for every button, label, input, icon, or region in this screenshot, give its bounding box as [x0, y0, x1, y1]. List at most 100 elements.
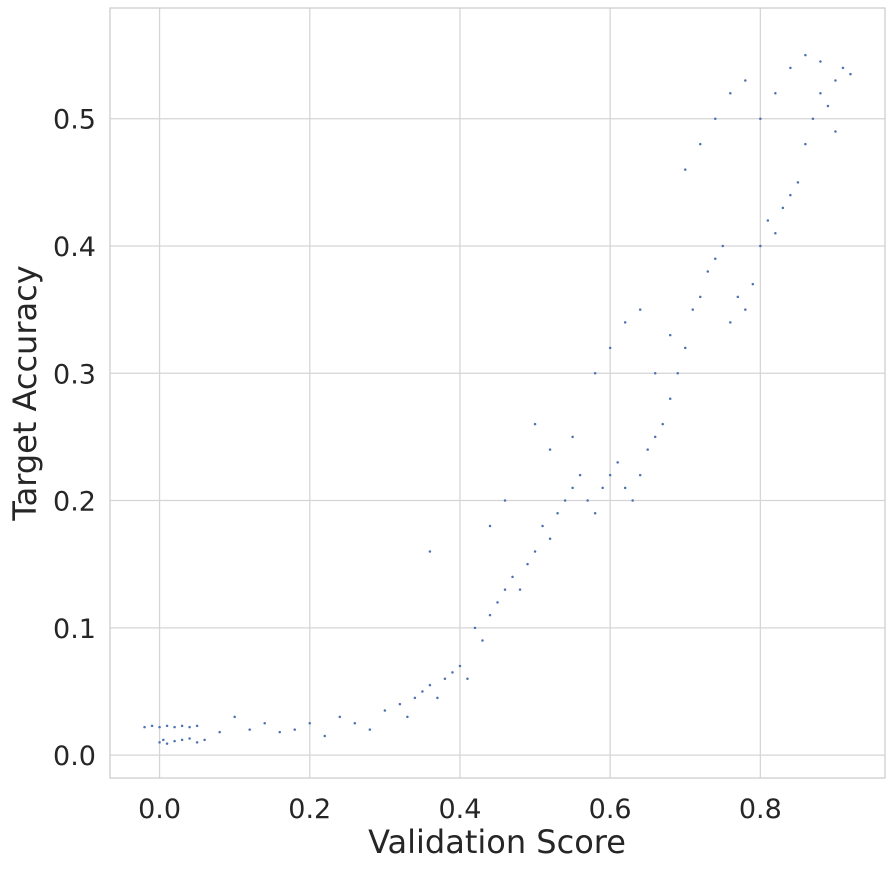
data-point — [413, 696, 417, 700]
data-point — [796, 181, 800, 184]
data-point — [646, 448, 649, 451]
data-point — [736, 295, 740, 299]
x-tick-label: 0.8 — [739, 794, 782, 825]
data-point — [436, 696, 439, 700]
data-point — [541, 524, 544, 528]
data-point — [263, 722, 266, 725]
data-point — [676, 372, 679, 375]
x-tick-label: 0.2 — [288, 794, 331, 825]
data-point — [744, 79, 747, 82]
data-point — [849, 72, 852, 76]
data-point — [593, 512, 597, 515]
data-point — [398, 702, 402, 706]
data-point — [233, 715, 236, 719]
data-point — [158, 741, 161, 744]
data-point — [691, 308, 694, 311]
data-point — [338, 715, 342, 719]
plot-frame — [109, 7, 886, 779]
data-point — [173, 739, 176, 743]
data-point — [165, 724, 169, 728]
data-point — [706, 270, 710, 273]
data-point — [819, 60, 822, 63]
y-tick-label: 0.3 — [53, 359, 96, 390]
data-point — [195, 741, 199, 744]
data-point — [759, 117, 762, 120]
y-tick-labels: 0.0 0.1 0.2 0.3 0.4 0.5 — [53, 105, 96, 772]
data-point — [466, 677, 469, 680]
data-point — [526, 562, 529, 566]
data-point — [421, 690, 424, 693]
data-point — [653, 435, 657, 439]
data-point — [616, 461, 619, 464]
data-point — [278, 730, 281, 734]
data-point — [188, 725, 191, 729]
x-tick-label: 0.4 — [438, 794, 481, 825]
data-point — [744, 308, 747, 311]
data-point — [653, 372, 657, 375]
data-point — [533, 422, 537, 426]
x-tick-label: 0.0 — [138, 794, 181, 825]
data-point — [578, 473, 582, 477]
grid-lines — [110, 8, 885, 778]
data-point — [428, 550, 432, 553]
data-point — [180, 724, 184, 728]
data-point — [623, 321, 627, 324]
data-point — [158, 725, 161, 729]
data-point — [165, 742, 169, 745]
data-point — [150, 724, 154, 728]
data-point — [248, 728, 251, 731]
data-point — [804, 142, 807, 146]
data-point — [811, 117, 815, 120]
data-point — [668, 333, 672, 337]
data-point — [503, 588, 507, 591]
data-point — [841, 66, 845, 70]
data-point — [173, 725, 176, 729]
y-tick-label: 0.4 — [53, 232, 96, 263]
x-tick-label: 0.6 — [589, 794, 632, 825]
data-point — [751, 282, 755, 286]
data-point — [383, 709, 387, 712]
data-point — [518, 588, 522, 591]
y-tick-label: 0.5 — [53, 105, 96, 136]
data-point — [683, 346, 687, 350]
data-point — [571, 435, 574, 439]
data-point — [601, 486, 604, 490]
data-point — [834, 79, 837, 82]
data-point — [661, 422, 664, 426]
x-axis-label: Validation Score — [368, 823, 626, 861]
data-point — [826, 104, 830, 108]
data-point — [353, 722, 357, 725]
data-point — [789, 193, 792, 197]
data-point — [781, 206, 785, 210]
data-point — [323, 734, 327, 738]
data-point — [699, 142, 702, 146]
data-point — [533, 550, 537, 553]
data-point — [556, 512, 559, 515]
data-point — [563, 499, 567, 502]
data-point — [548, 448, 552, 451]
y-axis-label: Target Accuracy — [6, 265, 44, 521]
data-point — [789, 66, 792, 70]
data-point — [488, 613, 492, 617]
data-point — [638, 308, 642, 311]
data-point — [308, 722, 312, 725]
data-point — [593, 372, 597, 375]
data-point — [586, 499, 589, 502]
data-point — [458, 664, 462, 668]
data-point — [473, 626, 477, 630]
data-point — [714, 257, 717, 260]
data-point — [668, 397, 672, 400]
data-point — [162, 738, 165, 742]
data-point — [548, 537, 552, 540]
data-point — [503, 499, 507, 502]
data-point — [683, 168, 687, 171]
data-points — [143, 53, 852, 745]
data-point — [699, 295, 702, 299]
data-point — [481, 639, 484, 642]
data-point — [729, 92, 732, 95]
data-point — [143, 725, 146, 729]
data-point — [608, 346, 612, 350]
data-point — [714, 117, 717, 120]
y-tick-label: 0.1 — [53, 614, 96, 645]
